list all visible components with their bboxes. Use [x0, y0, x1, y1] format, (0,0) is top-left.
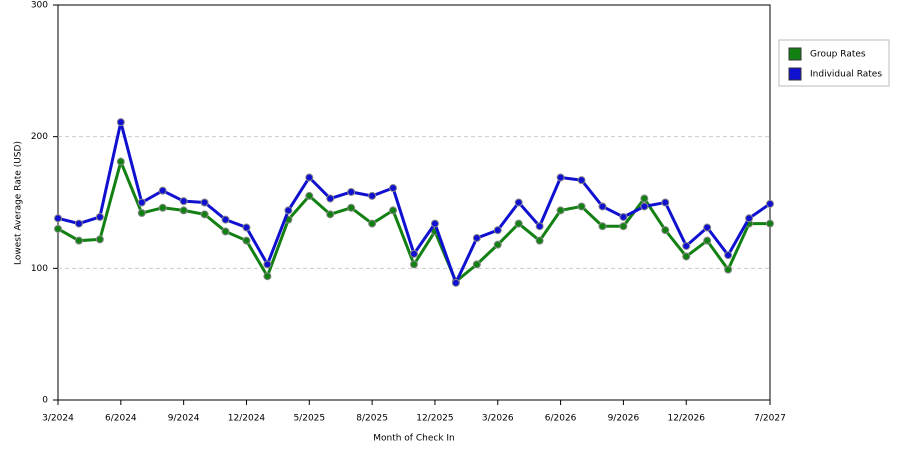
data-point	[682, 241, 691, 250]
data-point	[368, 219, 377, 228]
data-point	[54, 214, 62, 223]
data-point	[472, 260, 481, 269]
data-point	[410, 260, 418, 269]
data-point	[472, 234, 481, 243]
data-point	[556, 206, 565, 215]
x-tick-label: 9/2026	[608, 414, 640, 424]
data-point	[493, 226, 502, 235]
data-point	[158, 203, 167, 212]
data-point	[598, 222, 607, 231]
data-point	[619, 212, 628, 221]
legend-swatch	[788, 47, 802, 61]
data-point	[389, 184, 398, 193]
data-point	[200, 198, 209, 207]
data-point	[451, 278, 460, 287]
x-tick-label: 5/2025	[293, 414, 325, 424]
data-point	[179, 197, 188, 206]
data-point	[556, 173, 565, 182]
data-point	[137, 209, 146, 218]
data-point	[326, 194, 335, 203]
data-point	[661, 226, 670, 235]
data-point	[137, 198, 146, 207]
x-tick-label: 7/2027	[754, 414, 786, 424]
data-point	[535, 236, 544, 245]
data-point	[724, 251, 733, 260]
y-tick-label: 0	[42, 396, 48, 406]
data-point	[263, 260, 272, 269]
x-tick-label: 9/2024	[168, 414, 200, 424]
data-point	[724, 265, 733, 274]
x-tick-label: 8/2025	[356, 414, 388, 424]
data-point	[661, 198, 670, 207]
data-point	[305, 191, 314, 200]
data-point	[200, 210, 209, 219]
data-point	[682, 252, 691, 261]
x-tick-label: 3/2024	[42, 414, 74, 424]
legend-swatch	[788, 67, 802, 81]
data-point	[640, 202, 649, 211]
data-point	[179, 206, 188, 215]
data-point	[598, 202, 607, 211]
y-tick-label: 200	[31, 132, 48, 142]
data-point	[577, 202, 586, 211]
data-point	[514, 198, 523, 207]
data-point	[535, 222, 544, 231]
data-point	[745, 214, 754, 223]
x-tick-label: 3/2026	[482, 414, 514, 424]
data-point	[703, 223, 712, 232]
data-point	[640, 194, 649, 203]
x-tick-label: 12/2025	[416, 414, 453, 424]
data-point	[242, 236, 251, 245]
data-point	[74, 236, 83, 245]
data-point	[54, 224, 62, 233]
legend-label: Group Rates	[810, 50, 866, 60]
data-point	[242, 223, 251, 232]
y-axis-label: Lowest Average Rate (USD)	[14, 141, 24, 265]
data-point	[116, 157, 125, 166]
data-point	[619, 222, 628, 231]
data-point	[493, 240, 502, 249]
data-point	[347, 187, 356, 196]
y-tick-label: 300	[31, 1, 48, 11]
plot-area	[57, 4, 771, 401]
data-point	[766, 199, 774, 208]
data-point	[284, 206, 293, 215]
data-point	[221, 227, 230, 236]
data-point	[410, 249, 418, 258]
x-axis-label: Month of Check In	[373, 434, 455, 444]
data-point	[305, 173, 314, 182]
x-tick-label: 12/2026	[668, 414, 706, 424]
data-point	[158, 186, 167, 195]
data-point	[95, 212, 104, 221]
data-point	[74, 219, 83, 228]
data-point	[430, 219, 439, 228]
data-point	[326, 210, 335, 219]
data-point	[766, 219, 774, 228]
data-point	[95, 235, 104, 244]
x-tick-label: 6/2026	[545, 414, 577, 424]
data-point	[347, 203, 356, 212]
data-point	[514, 219, 523, 228]
data-point	[221, 215, 230, 224]
y-tick-label: 100	[31, 264, 48, 274]
data-point	[703, 236, 712, 245]
x-tick-label: 6/2024	[105, 414, 137, 424]
data-point	[577, 176, 586, 185]
legend-label: Individual Rates	[810, 70, 882, 80]
data-point	[116, 118, 125, 127]
data-point	[368, 191, 377, 200]
data-point	[263, 272, 272, 281]
x-tick-label: 12/2024	[228, 414, 266, 424]
data-point	[389, 206, 398, 215]
